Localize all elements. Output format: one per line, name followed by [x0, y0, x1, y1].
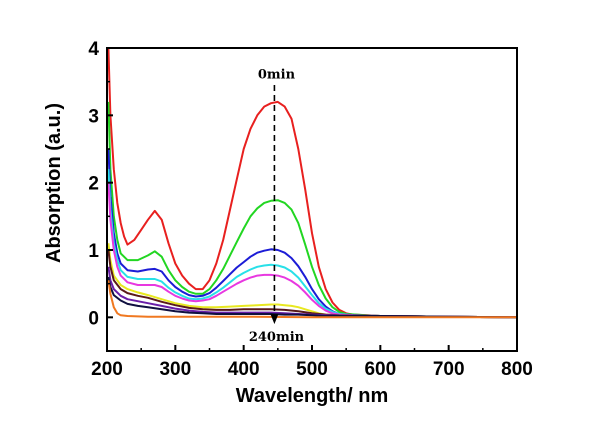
series-line-10 — [107, 280, 517, 319]
plot-frame — [106, 47, 518, 352]
series-layer — [107, 48, 517, 319]
y-tick-label: 4 — [88, 39, 99, 60]
series-line-2 — [107, 101, 517, 319]
x-tick-label: 700 — [433, 359, 465, 380]
series-line-3 — [107, 148, 517, 319]
x-tick-label: 600 — [364, 359, 396, 380]
series-line-9 — [107, 276, 517, 319]
ticks-layer: 200 300 400 500 600 700 800 0 1 2 3 4 — [88, 39, 532, 380]
y-tick-label: 0 — [88, 308, 99, 329]
annotation-end-time: 240min — [249, 330, 305, 345]
y-tick-label: 1 — [88, 241, 99, 262]
x-axis-title: Wavelength/ nm — [236, 385, 389, 407]
x-tick-label: 400 — [228, 359, 260, 380]
y-tick-label: 3 — [88, 106, 99, 127]
annotation-start-time: 0min — [258, 67, 296, 82]
series-line-1 — [107, 48, 517, 319]
x-tick-label: 800 — [501, 359, 533, 380]
x-tick-label: 300 — [159, 359, 191, 380]
y-tick-label: 2 — [88, 174, 99, 195]
series-line-5 — [107, 182, 517, 319]
y-axis-title: Absorption (a.u.) — [43, 103, 65, 263]
x-tick-label: 200 — [91, 359, 123, 380]
x-tick-label: 500 — [296, 359, 328, 380]
annotation-layer: 0min 240min — [249, 67, 305, 345]
series-line-4 — [107, 169, 517, 319]
